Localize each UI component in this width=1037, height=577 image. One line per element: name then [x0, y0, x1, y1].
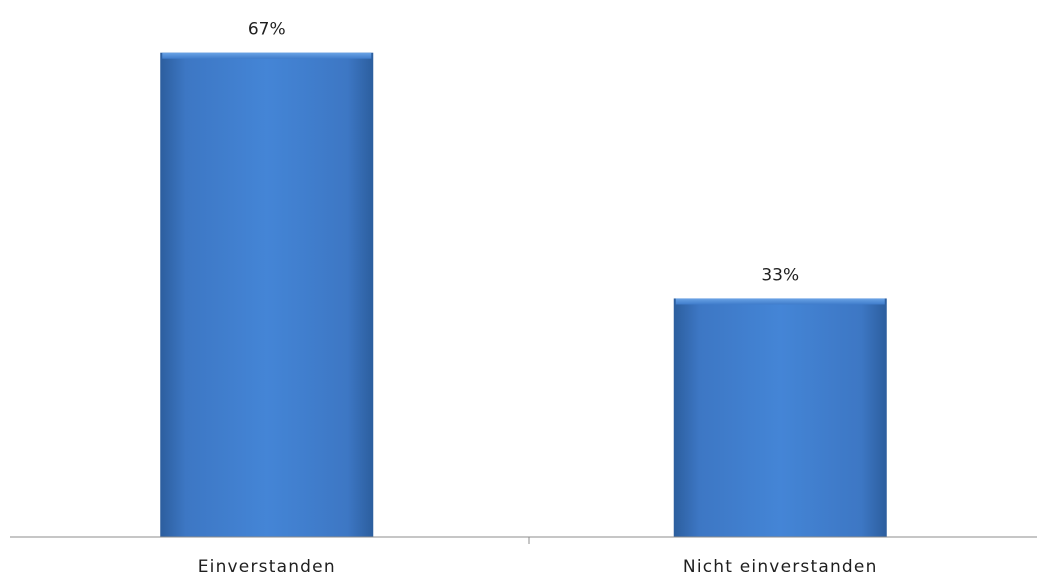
data-label-1: 67%: [248, 20, 286, 40]
bar-body: [160, 52, 374, 537]
bars-layer: [160, 52, 887, 537]
bar-bevel-top: [675, 298, 885, 305]
bar-1: [160, 52, 374, 537]
category-label-2: Nicht einverstanden: [683, 557, 878, 577]
bar-2: [673, 298, 887, 537]
data-label-2: 33%: [761, 265, 799, 285]
bar-body: [673, 298, 887, 537]
bar-bevel-top: [162, 52, 372, 59]
labels-layer: 67% Einverstanden 33% Nicht einverstanden: [198, 20, 878, 577]
category-label-1: Einverstanden: [198, 557, 336, 577]
